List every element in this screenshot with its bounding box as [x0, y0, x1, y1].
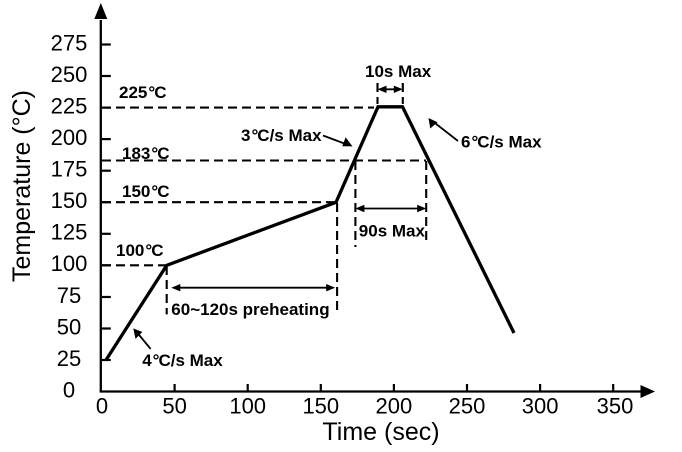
- svg-text:6°C/s Max: 6°C/s Max: [461, 133, 542, 152]
- svg-text:300: 300: [522, 394, 559, 419]
- svg-text:200: 200: [376, 394, 413, 419]
- svg-text:100°C: 100°C: [116, 241, 163, 260]
- svg-text:150: 150: [302, 394, 339, 419]
- svg-text:25: 25: [57, 346, 81, 371]
- svg-text:100: 100: [51, 251, 88, 276]
- svg-text:50: 50: [57, 314, 81, 339]
- svg-text:10s Max: 10s Max: [365, 62, 432, 81]
- svg-text:90s Max: 90s Max: [359, 222, 426, 241]
- svg-text:150°C: 150°C: [122, 182, 169, 201]
- svg-text:275: 275: [51, 30, 88, 55]
- svg-text:125: 125: [51, 220, 88, 245]
- svg-text:200: 200: [51, 125, 88, 150]
- svg-text:3°C/s Max: 3°C/s Max: [241, 126, 322, 145]
- svg-text:50: 50: [162, 394, 186, 419]
- svg-text:183°C: 183°C: [122, 144, 169, 163]
- svg-text:150: 150: [51, 188, 88, 213]
- svg-text:4°C/s Max: 4°C/s Max: [142, 351, 223, 370]
- svg-text:0: 0: [63, 377, 75, 402]
- svg-text:Time (sec): Time (sec): [322, 418, 439, 446]
- svg-text:225: 225: [51, 94, 88, 119]
- svg-text:75: 75: [57, 283, 81, 308]
- svg-text:250: 250: [51, 62, 88, 87]
- svg-text:250: 250: [449, 394, 486, 419]
- svg-text:225°C: 225°C: [119, 83, 166, 102]
- svg-text:60~120s preheating: 60~120s preheating: [171, 300, 329, 319]
- svg-text:0: 0: [96, 394, 108, 419]
- svg-text:100: 100: [229, 394, 266, 419]
- svg-text:Temperature (°C): Temperature (°C): [8, 90, 36, 282]
- svg-text:175: 175: [51, 157, 88, 182]
- svg-text:350: 350: [597, 394, 634, 419]
